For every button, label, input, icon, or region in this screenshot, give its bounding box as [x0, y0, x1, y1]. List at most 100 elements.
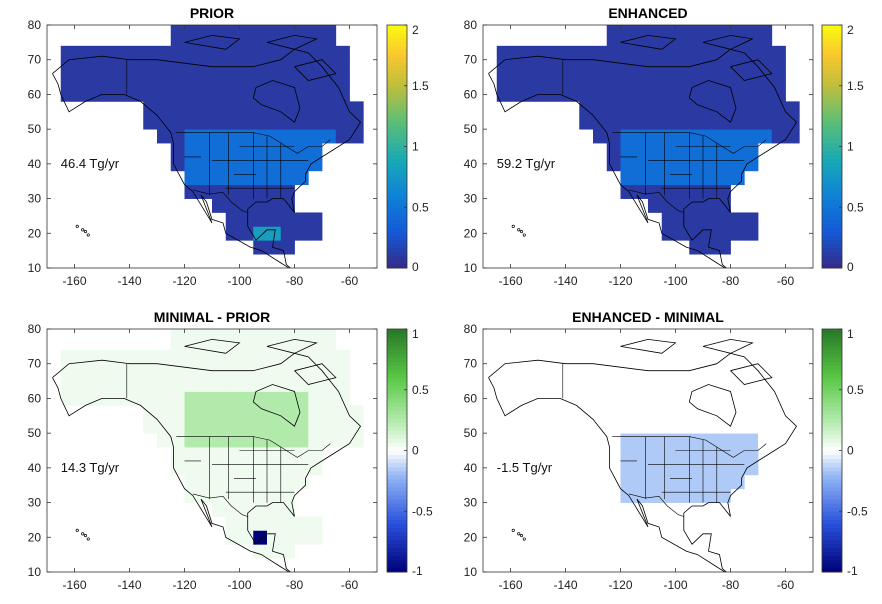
political-border: [628, 493, 684, 517]
heatmap-cell: [716, 447, 731, 462]
colorbar-segment: [387, 114, 407, 119]
heatmap-cell: [308, 115, 323, 130]
heatmap-cell: [239, 502, 254, 517]
heatmap-cell: [593, 363, 608, 378]
y-tick-label: 50: [28, 122, 42, 136]
colorbar-segment: [387, 373, 407, 379]
heatmap-cell: [280, 419, 295, 434]
colorbar-segment: [822, 567, 842, 573]
heatmap-cell: [634, 377, 649, 392]
colorbar-segment: [822, 203, 842, 208]
colorbar-segment: [387, 422, 407, 427]
heatmap-cell: [253, 502, 268, 517]
heatmap-cell: [730, 143, 745, 158]
heatmap-cell: [143, 59, 158, 74]
colorbar-segment: [387, 255, 407, 261]
heatmap-cell: [510, 59, 525, 74]
hawaii-island: [519, 533, 524, 538]
heatmap-cell: [744, 59, 759, 74]
heatmap-cell: [335, 87, 350, 102]
heatmap-cell: [322, 31, 337, 47]
heatmap-cell: [280, 391, 295, 406]
heatmap-cell: [620, 329, 635, 337]
heatmap-cell: [606, 447, 621, 462]
total-emission-annotation: -1.5 Tg/yr: [497, 460, 553, 475]
heatmap-cell: [496, 349, 511, 365]
heatmap-cell: [267, 447, 282, 462]
heatmap-cell: [744, 363, 759, 378]
heatmap-cell: [225, 198, 240, 213]
heatmap-cell: [335, 73, 350, 88]
heatmap-cell: [606, 45, 621, 61]
heatmap-cell: [280, 226, 295, 241]
heatmap-cell: [294, 45, 309, 61]
arctic-island: [730, 363, 773, 385]
hawaii-island: [75, 224, 79, 228]
heatmap-cell: [225, 377, 240, 392]
colorbar-segment: [387, 53, 407, 58]
colorbar-segment: [822, 507, 842, 512]
colorbar-segment: [387, 106, 407, 111]
heatmap-cell: [349, 129, 364, 144]
colorbar-segment: [387, 337, 407, 342]
heatmap-cell: [606, 156, 621, 172]
heatmap-cell: [703, 156, 718, 172]
colorbar-segment: [822, 333, 842, 338]
heatmap-cell: [689, 226, 704, 241]
colorbar-segment: [387, 174, 407, 180]
heatmap-cell: [280, 349, 295, 365]
heatmap-cell: [606, 405, 621, 420]
colorbar-segment: [822, 442, 842, 447]
heatmap-cell: [744, 25, 759, 33]
heatmap-cell: [60, 391, 75, 406]
heatmap-cell: [198, 335, 213, 351]
colorbar-segment: [822, 426, 842, 431]
heatmap-cell: [170, 405, 185, 420]
arctic-island: [184, 338, 241, 354]
heatmap-cell: [744, 101, 759, 116]
heatmap-cell: [593, 129, 608, 144]
heatmap-cell: [267, 460, 282, 476]
heatmap-cell: [322, 391, 337, 406]
heatmap-cell: [239, 329, 254, 337]
colorbar-segment: [822, 353, 842, 358]
colorbar-segment: [822, 33, 842, 38]
colorbar-segment: [822, 130, 842, 135]
colorbar-segment: [387, 231, 407, 237]
heatmap-cell: [267, 184, 282, 199]
heatmap-cell: [253, 329, 268, 337]
heatmap-cell: [184, 115, 199, 130]
heatmap-cell: [593, 405, 608, 420]
heatmap-cell: [703, 502, 718, 517]
heatmap-cell: [730, 530, 745, 545]
heatmap-cell: [170, 349, 185, 365]
heatmap-cell: [689, 59, 704, 74]
colorbar-segment: [822, 405, 842, 411]
heatmap-cell: [689, 502, 704, 517]
heatmap-cell: [620, 87, 635, 102]
heatmap-cell: [744, 45, 759, 61]
hawaii-island: [522, 537, 526, 541]
colorbar-segment: [822, 146, 842, 152]
colorbar-segment: [387, 507, 407, 512]
heatmap-cell: [634, 73, 649, 88]
heatmap-cell: [74, 391, 89, 406]
heatmap-cell: [88, 45, 103, 61]
heatmap-cell: [253, 59, 268, 74]
colorbar-segment: [387, 345, 407, 350]
panel-2: -160 -140 -120 -100 -80 -601020304050607080EN…: [464, 5, 864, 288]
colorbar-segment: [387, 162, 407, 168]
heatmap-cell: [267, 405, 282, 420]
heatmap-cell: [634, 433, 649, 448]
heatmap-cell: [785, 433, 800, 448]
heatmap-cell: [703, 329, 718, 337]
heatmap-cell: [744, 460, 759, 476]
heatmap-cell: [730, 226, 745, 241]
heatmap-cell: [716, 329, 731, 337]
heatmap-cell: [661, 335, 676, 351]
heatmap-cell: [280, 101, 295, 116]
heatmap-cell: [322, 115, 337, 130]
colorbar-segment: [387, 543, 407, 549]
heatmap-cell: [730, 101, 745, 116]
heatmap-cell: [157, 129, 172, 144]
